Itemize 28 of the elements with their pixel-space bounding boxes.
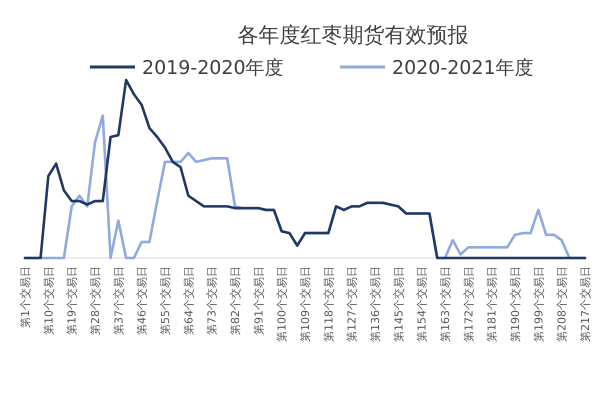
x-tick-label: 第127个交易日 bbox=[346, 266, 359, 342]
x-tick-label: 第172个交易日 bbox=[462, 266, 476, 342]
x-tick-label: 第1个交易日 bbox=[19, 266, 32, 328]
x-tick-label: 第55个交易日 bbox=[159, 266, 172, 335]
x-tick-label: 第154个交易日 bbox=[416, 266, 429, 342]
x-tick-label: 第46个交易日 bbox=[136, 266, 149, 335]
x-tick-label: 第136个交易日 bbox=[369, 266, 382, 342]
x-tick-label: 第109个交易日 bbox=[299, 266, 312, 342]
x-tick-label: 第100个交易日 bbox=[276, 266, 289, 342]
x-tick-label: 第91个交易日 bbox=[252, 266, 266, 335]
x-tick-label: 第82个交易日 bbox=[229, 266, 242, 335]
x-tick-label: 第181个交易日 bbox=[486, 266, 499, 342]
x-tick-label: 第73个交易日 bbox=[206, 266, 219, 335]
x-tick-label: 第19个交易日 bbox=[66, 266, 79, 335]
x-tick-label: 第208个交易日 bbox=[556, 266, 569, 342]
x-tick-label: 第64个交易日 bbox=[182, 266, 196, 335]
legend-label: 2020-2021年度 bbox=[392, 57, 534, 79]
x-tick-label: 第28个交易日 bbox=[89, 266, 102, 335]
x-tick-label: 第145个交易日 bbox=[392, 266, 406, 342]
x-tick-label: 第163个交易日 bbox=[439, 266, 452, 342]
chart-title: 各年度红枣期货有效预报 bbox=[238, 23, 468, 47]
x-tick-label: 第37个交易日 bbox=[112, 266, 126, 335]
x-tick-label: 第199个交易日 bbox=[532, 266, 546, 342]
x-tick-label: 第118个交易日 bbox=[322, 266, 336, 342]
x-tick-label: 第190个交易日 bbox=[509, 266, 522, 342]
x-tick-label: 第10个交易日 bbox=[42, 266, 56, 335]
x-tick-label: 第217个交易日 bbox=[579, 266, 592, 342]
legend-label: 2019-2020年度 bbox=[142, 57, 284, 79]
